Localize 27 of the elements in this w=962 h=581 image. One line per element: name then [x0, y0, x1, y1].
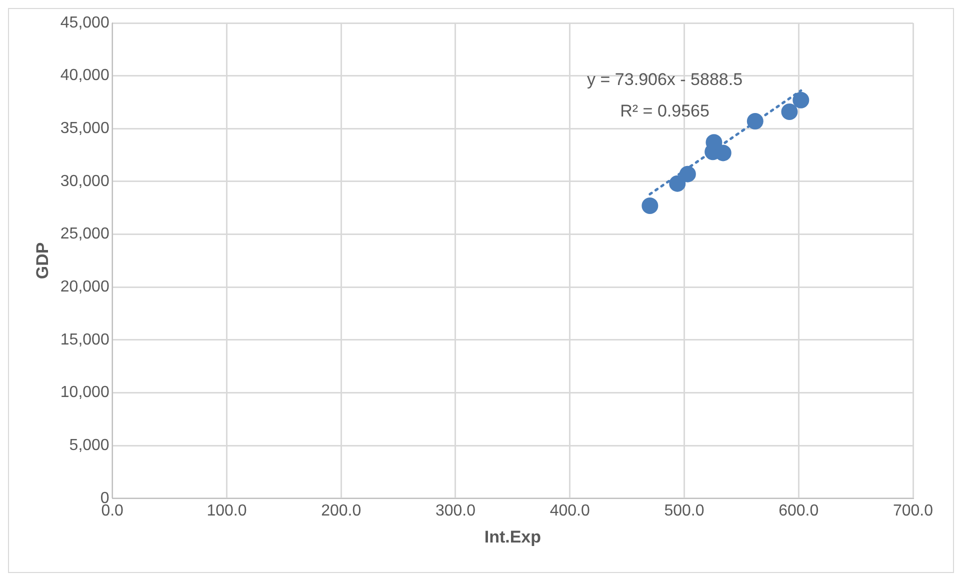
y-tick-label: 15,000	[60, 331, 110, 348]
x-tick-label: 700.0	[892, 502, 934, 520]
annotation: y = 73.906x - 5888.5	[587, 70, 743, 90]
y-tick-label: 45,000	[60, 14, 110, 32]
y-axis-title: GDP	[32, 242, 52, 280]
x-tick-label: 0.0	[101, 502, 124, 520]
y-tick-label: 20,000	[60, 278, 110, 296]
y-tick-label: 25,000	[60, 226, 110, 243]
point	[679, 166, 696, 182]
point	[746, 113, 764, 130]
y-tick-label: 5,000	[69, 436, 110, 454]
x-tick-label: 100.0	[206, 502, 247, 520]
x-axis-title: Int.Exp	[484, 527, 542, 546]
point	[781, 103, 798, 120]
x-tick-label: 200.0	[321, 502, 362, 520]
point	[669, 175, 686, 192]
point	[792, 92, 810, 108]
point	[642, 198, 658, 214]
x-tick-label: 600.0	[778, 502, 819, 520]
x-tick-label: 500.0	[664, 502, 704, 520]
x-tick-label: 300.0	[435, 502, 476, 520]
annotation: R² = 0.9565	[620, 102, 710, 121]
y-tick-label: 10,000	[60, 384, 110, 402]
y-tick-label: 40,000	[60, 67, 110, 84]
y-tick-label: 30,000	[60, 172, 110, 190]
x-tick-label: 400.0	[550, 502, 590, 520]
y-tick-label: 35,000	[60, 120, 110, 138]
